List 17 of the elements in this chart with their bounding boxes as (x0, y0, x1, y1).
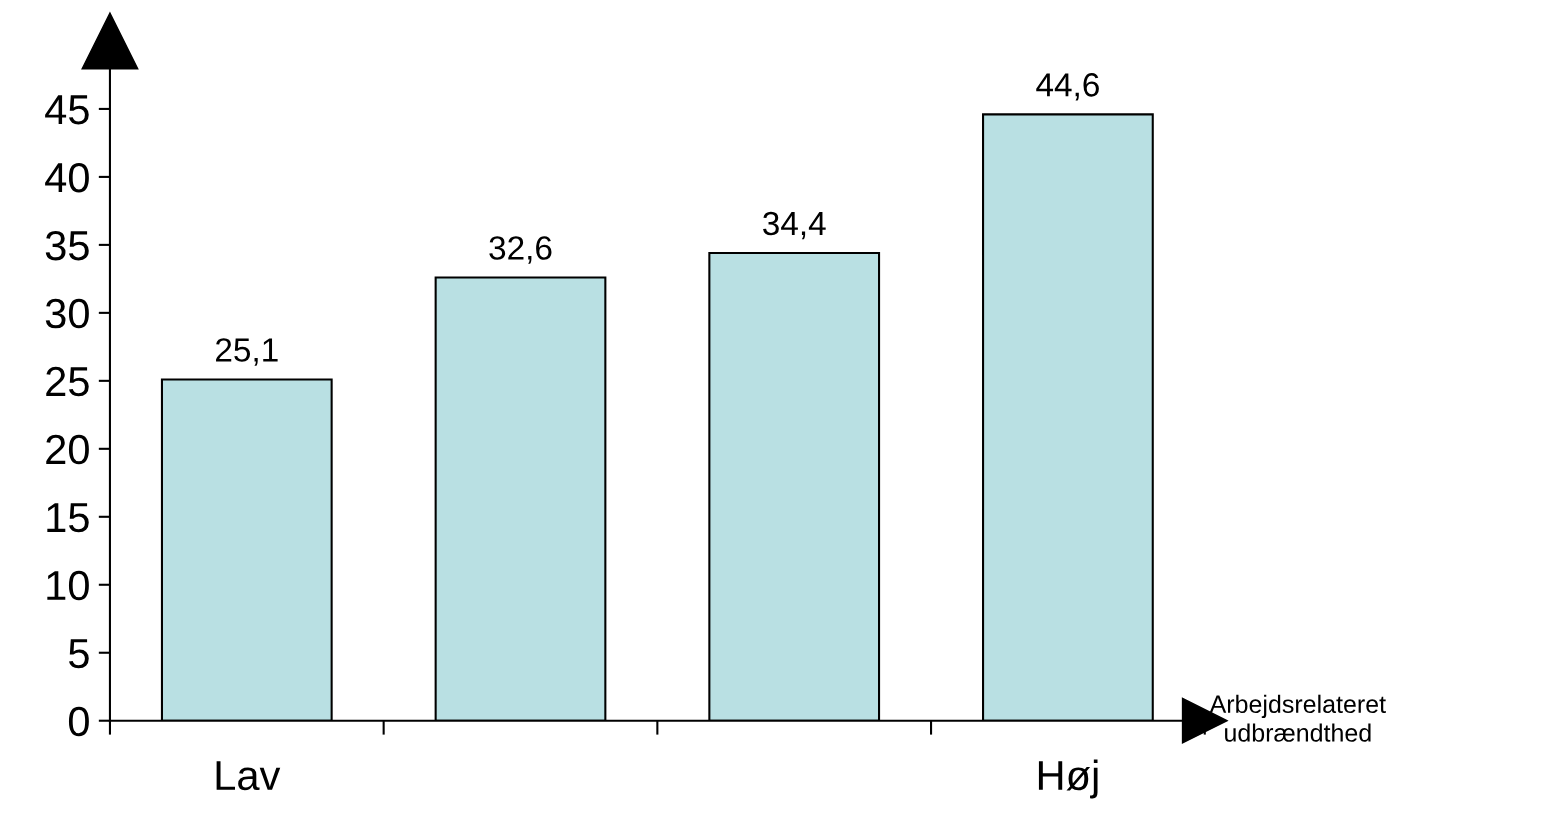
y-tick-label: 35 (45, 230, 89, 261)
y-tick-label: 25 (46, 366, 89, 397)
x-tick-label: Lav (216, 761, 281, 791)
y-tick-label: 15 (47, 503, 89, 533)
y-tick-label: 20 (46, 434, 89, 465)
data-label: 25,1 (216, 338, 278, 366)
y-tick-label: 30 (45, 298, 89, 329)
x-axis-title: Arbejdsrelateret udbrændthed (1209, 694, 1386, 742)
data-label: 44,6 (1036, 73, 1099, 101)
y-tick-label: 45 (45, 95, 89, 125)
data-label: 34,4 (763, 211, 826, 240)
y-tick-label: 0 (68, 706, 89, 737)
data-label: 32,6 (489, 236, 552, 264)
y-tick-label: 10 (47, 570, 89, 601)
x-tick-label: Høj (1038, 759, 1098, 799)
y-tick-label: 5 (69, 639, 89, 669)
y-tick-label: 40 (45, 162, 89, 193)
